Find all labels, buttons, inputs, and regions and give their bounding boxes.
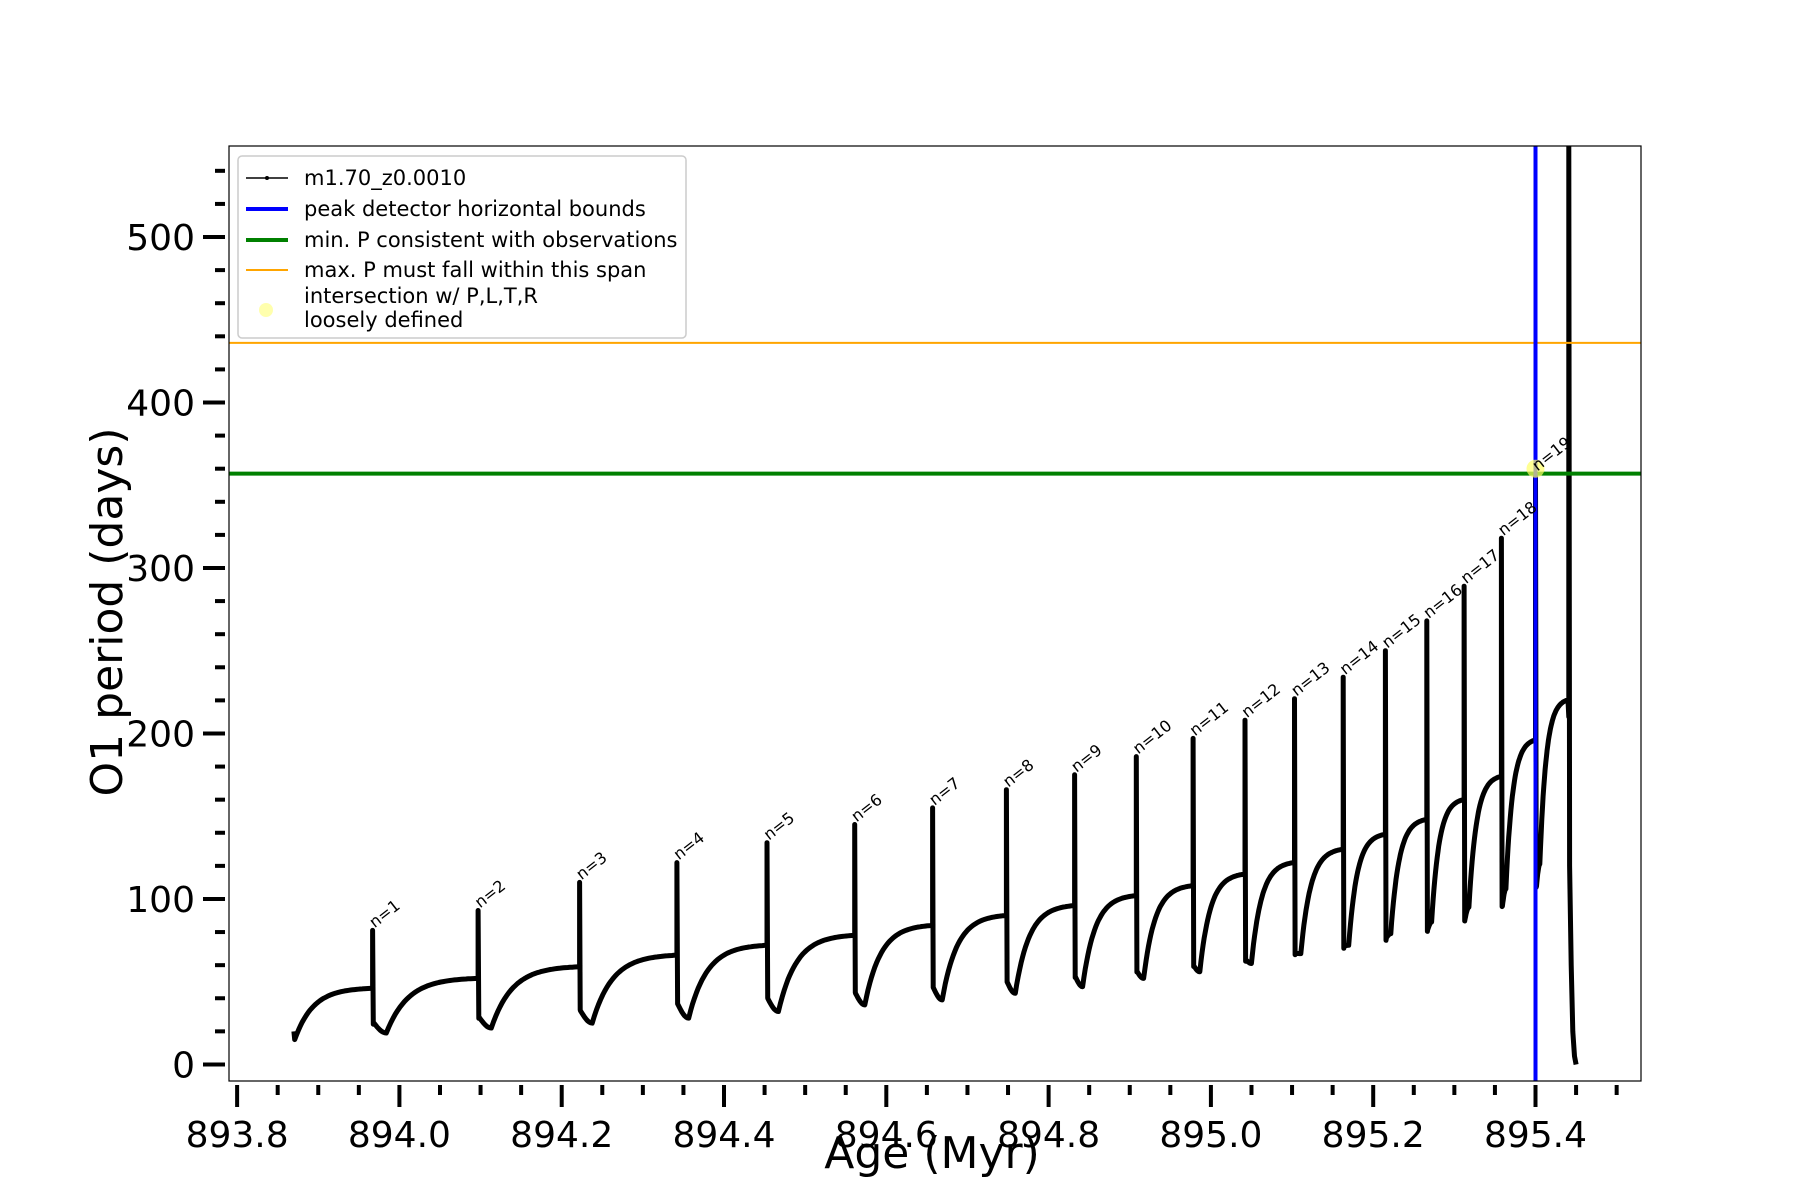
- pulse-label: n=1: [365, 896, 403, 932]
- legend-label: peak detector horizontal bounds: [304, 197, 646, 221]
- pulse-label: n=6: [847, 790, 885, 826]
- legend-label: max. P must fall within this span: [304, 258, 646, 282]
- legend-marker-intersection: [259, 303, 273, 317]
- y-tick-label: 500: [126, 218, 195, 259]
- legend-label: min. P consistent with observations: [304, 228, 677, 252]
- pulse-label: n=10: [1129, 716, 1175, 758]
- pulse-label: n=16: [1420, 580, 1466, 622]
- y-axis: 0 100 200 300 400 500: [126, 168, 225, 1086]
- pulse-label: n=8: [999, 755, 1037, 791]
- pulse-label: n=11: [1186, 698, 1232, 740]
- pulse-label: n=14: [1336, 636, 1382, 678]
- legend-label: intersection w/ P,L,T,R: [304, 284, 538, 308]
- legend-label: m1.70_z0.0010: [304, 166, 466, 191]
- y-tick-label: 100: [126, 880, 195, 921]
- x-tick-label: 895.2: [1322, 1115, 1425, 1156]
- legend-swatch-marker: [265, 176, 269, 180]
- pulse-label: n=12: [1238, 679, 1284, 721]
- x-tick-label: 894.8: [997, 1115, 1100, 1156]
- y-tick-label: 300: [126, 549, 195, 590]
- series-line-m1.70_z0.0010: [291, 146, 1579, 1065]
- pulse-label: n=4: [670, 828, 708, 864]
- y-axis-title: O1 period (days): [82, 428, 133, 797]
- pulse-label: n=15: [1378, 610, 1424, 652]
- y-tick-label: 200: [126, 714, 195, 755]
- pulse-label: n=13: [1287, 658, 1333, 700]
- x-tick-label: 894.6: [835, 1115, 938, 1156]
- pulse-label: n=7: [925, 773, 963, 809]
- y-tick-label: 0: [172, 1045, 195, 1086]
- x-tick-label: 895.0: [1159, 1115, 1262, 1156]
- x-axis-title: Age (Myr): [824, 1128, 1040, 1179]
- x-tick-label: 894.2: [510, 1115, 613, 1156]
- plot-frame: [228, 145, 1642, 1082]
- x-tick-label: 894.0: [348, 1115, 451, 1156]
- pulse-label: n=17: [1457, 545, 1503, 587]
- legend-label: loosely defined: [304, 308, 463, 332]
- y-tick-label: 400: [126, 384, 195, 425]
- pulse-label: n=2: [471, 876, 509, 912]
- pulse-label: n=9: [1067, 740, 1105, 776]
- x-tick-label: 895.4: [1484, 1115, 1587, 1156]
- x-tick-label: 893.8: [186, 1115, 289, 1156]
- legend-box: [237, 155, 687, 339]
- pulse-label: n=3: [572, 848, 610, 884]
- pulse-label: n=5: [760, 808, 798, 844]
- x-tick-label: 894.4: [672, 1115, 775, 1156]
- intersection-marker: [1526, 459, 1545, 478]
- x-axis: 893.8 894.0 894.2 894.4 894.6 894.8 895.0 895.2…: [186, 1085, 1619, 1156]
